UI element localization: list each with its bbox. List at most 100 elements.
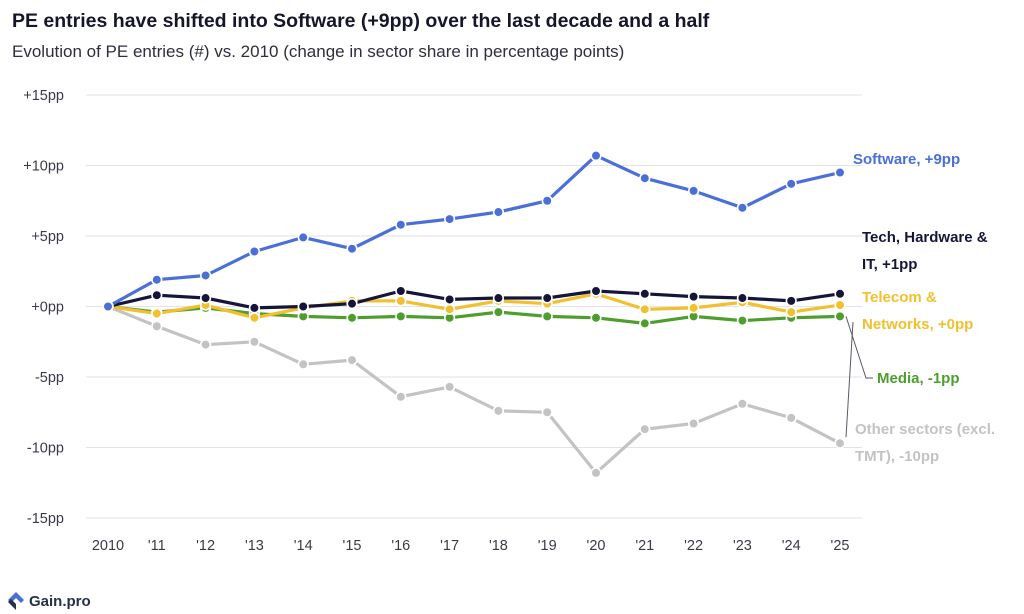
- x-tick-label: '19: [538, 538, 557, 554]
- y-tick-label: +0pp: [31, 300, 64, 316]
- data-point: [444, 303, 456, 315]
- series-label: Media, -1pp: [877, 370, 960, 387]
- data-point: [346, 298, 358, 310]
- data-point: [834, 310, 846, 322]
- data-point: [687, 291, 700, 303]
- data-point: [639, 303, 651, 315]
- data-point: [492, 405, 505, 417]
- x-tick-label: '13: [245, 538, 264, 554]
- data-point: [590, 312, 602, 324]
- data-point: [346, 243, 358, 255]
- data-point: [200, 269, 212, 282]
- data-point: [639, 172, 651, 184]
- data-point: [834, 288, 846, 300]
- label-leader-lines: [845, 316, 873, 438]
- data-point: [444, 293, 456, 306]
- data-point: [297, 358, 309, 370]
- gridlines: [86, 94, 862, 519]
- data-point: [492, 306, 505, 318]
- y-tick-label: +10pp: [23, 159, 64, 175]
- data-point: [785, 412, 797, 424]
- series-label: TMT), -10pp: [855, 448, 939, 465]
- data-point: [395, 295, 407, 307]
- series-lines: [107, 154, 841, 475]
- data-point: [492, 206, 505, 218]
- series-line: [107, 305, 841, 475]
- data-point: [248, 336, 260, 348]
- data-point: [248, 312, 260, 324]
- data-point: [151, 320, 163, 332]
- x-tick-label: '11: [148, 538, 166, 554]
- data-point: [151, 274, 163, 286]
- y-tick-label: -5pp: [35, 370, 64, 386]
- data-point: [346, 354, 358, 366]
- y-tick-label: +5pp: [31, 229, 64, 245]
- gainpro-logo-text: Gain.pro: [29, 592, 91, 610]
- x-tick-label: '16: [391, 538, 410, 554]
- data-point: [102, 300, 114, 313]
- x-tick-label: '15: [343, 538, 362, 554]
- series-line: [107, 292, 841, 320]
- data-point: [785, 178, 797, 190]
- data-point: [687, 185, 700, 197]
- x-axis-ticks: 2010 '11 '12 '13 '14 '15 '16 '17 '18 '19 '20 '21 '22…: [92, 538, 850, 554]
- data-point: [541, 406, 553, 418]
- leader-line: [845, 321, 854, 438]
- data-point: [541, 292, 553, 304]
- series-label: Tech, Hardware &: [862, 229, 988, 246]
- data-point: [395, 219, 407, 231]
- x-tick-label: '20: [587, 538, 606, 554]
- series-label: IT, +1pp: [862, 256, 917, 273]
- data-point: [590, 285, 602, 297]
- series-points: [102, 150, 846, 479]
- data-point: [395, 285, 407, 297]
- data-point: [736, 315, 749, 327]
- x-tick-label: '14: [294, 538, 313, 554]
- leader-line: [845, 316, 873, 379]
- series-label: Telecom &: [862, 289, 937, 306]
- y-tick-label: -15pp: [27, 511, 64, 527]
- data-point: [248, 245, 260, 258]
- data-point: [736, 292, 749, 304]
- data-point: [834, 166, 846, 179]
- data-point: [151, 307, 163, 320]
- x-tick-label: 2010: [92, 538, 124, 554]
- gainpro-logo: Gain.pro: [6, 591, 91, 611]
- data-point: [346, 312, 358, 324]
- data-point: [736, 398, 749, 410]
- x-tick-label: '18: [489, 538, 508, 554]
- series-label: Software, +9pp: [853, 151, 960, 168]
- data-point: [200, 292, 212, 304]
- y-tick-label: -10pp: [27, 441, 64, 457]
- series-label: Networks, +0pp: [862, 316, 973, 333]
- x-tick-label: '21: [635, 538, 654, 554]
- data-point: [200, 338, 212, 351]
- data-point: [687, 417, 700, 430]
- data-point: [785, 306, 797, 318]
- chart-title: PE entries have shifted into Software (+…: [12, 10, 710, 32]
- x-tick-label: '12: [196, 538, 215, 554]
- chart-subtitle: Evolution of PE entries (#) vs. 2010 (ch…: [12, 42, 625, 61]
- data-point: [639, 288, 651, 300]
- y-axis-ticks: +15pp +10pp +5pp +0pp -5pp -10pp -15pp: [23, 88, 64, 527]
- x-tick-label: '25: [831, 538, 850, 554]
- gainpro-logo-icon: [8, 592, 24, 610]
- data-point: [736, 202, 749, 214]
- x-tick-label: '17: [440, 538, 459, 554]
- data-point: [541, 195, 553, 207]
- data-point: [395, 310, 407, 322]
- data-point: [834, 299, 846, 311]
- x-tick-label: '23: [733, 538, 752, 554]
- data-point: [785, 295, 797, 307]
- data-point: [297, 300, 309, 313]
- data-point: [444, 213, 456, 225]
- x-tick-label: '22: [684, 538, 703, 554]
- series-line: [107, 289, 841, 310]
- y-tick-label: +15pp: [23, 88, 64, 104]
- data-point: [639, 423, 651, 435]
- series-labels: Software, +9pp Tech, Hardware & IT, +1pp Te…: [853, 151, 995, 465]
- x-tick-label: '24: [782, 538, 801, 554]
- data-point: [687, 302, 700, 314]
- data-point: [297, 231, 309, 244]
